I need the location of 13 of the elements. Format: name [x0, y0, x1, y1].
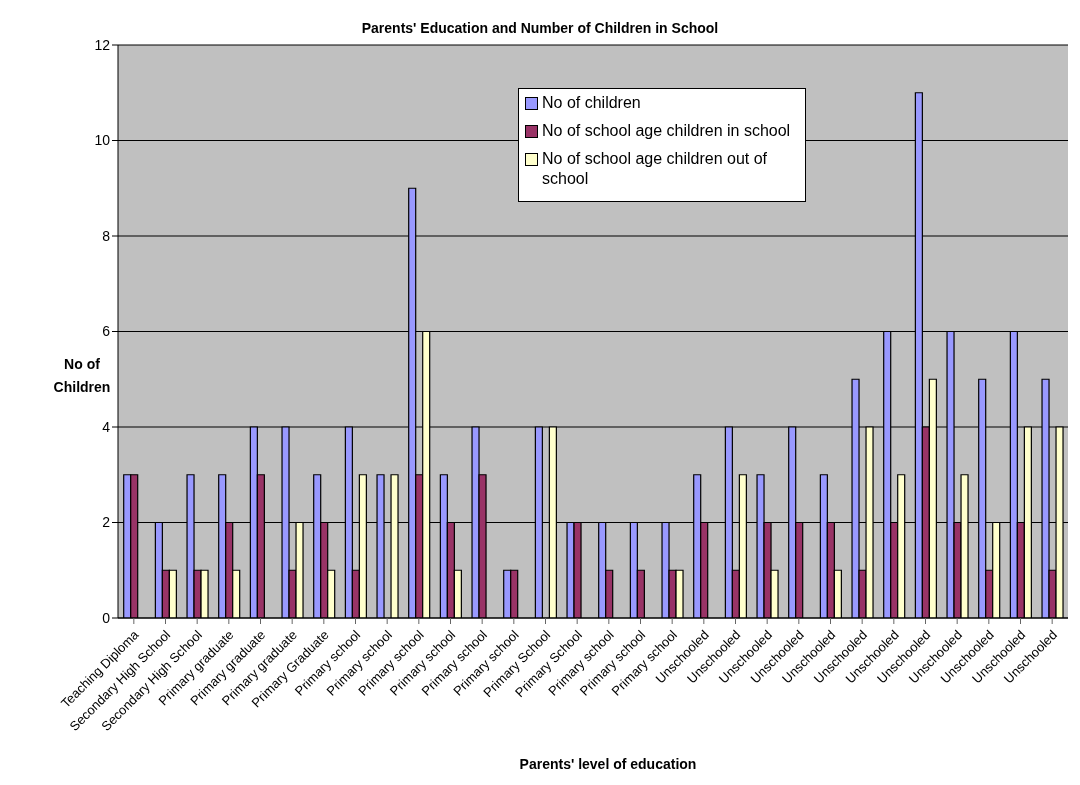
- y-tick-label: 2: [102, 514, 111, 531]
- legend-label: No of children: [542, 93, 642, 113]
- y-axis-title: No of Children: [52, 355, 112, 397]
- x-axis-title: Parents' level of education: [518, 756, 698, 772]
- y-tick-label: 10: [94, 132, 111, 149]
- chart-title: Parents' Education and Number of Children in School: [360, 20, 720, 36]
- y-tick-label: 4: [102, 418, 111, 435]
- y-tick-label: 0: [102, 609, 111, 626]
- y-tick-label: 6: [102, 323, 111, 340]
- legend-label: No of school age children in school: [542, 121, 792, 141]
- y-tick-label: 8: [102, 227, 111, 244]
- y-tick-label: 12: [94, 36, 111, 53]
- legend-label: No of school age children out of school: [542, 149, 769, 189]
